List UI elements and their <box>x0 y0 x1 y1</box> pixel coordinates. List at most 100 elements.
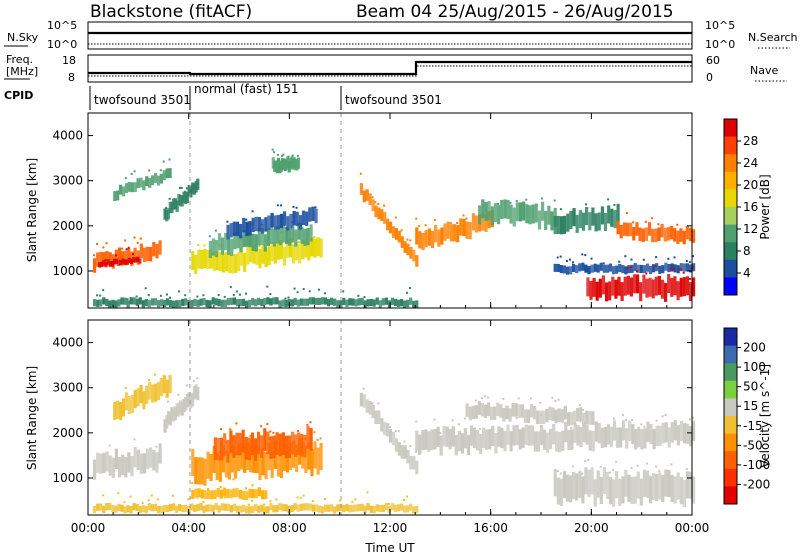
power-cell <box>152 241 156 257</box>
velocity-speckle <box>260 425 263 428</box>
velocity-cell <box>588 411 592 425</box>
velocity-cell <box>652 428 656 450</box>
power-cell <box>208 300 212 308</box>
power-cell <box>682 263 686 272</box>
power-speckle <box>298 241 301 244</box>
velocity-cell <box>196 503 200 512</box>
velocity-cell <box>155 452 159 473</box>
power-cell <box>124 250 128 266</box>
power-speckle <box>159 169 162 172</box>
power-cell <box>345 299 349 307</box>
velocity-cell <box>365 399 369 413</box>
velocity-cell <box>518 429 522 450</box>
power-cell <box>165 210 169 222</box>
power-cell <box>616 203 620 222</box>
velocity-speckle <box>483 395 486 398</box>
power-cell <box>497 205 501 225</box>
velocity-cell <box>147 503 151 511</box>
velocity-cell <box>264 452 268 480</box>
velocity-cell <box>127 452 131 473</box>
noise-left-tick-top: 10^5 <box>47 19 77 32</box>
power-speckle <box>232 293 235 296</box>
velocity-cell <box>287 435 292 459</box>
velocity-cell <box>406 450 410 464</box>
power-cell <box>462 218 466 236</box>
power-speckle <box>258 244 261 247</box>
power-cell <box>594 213 598 232</box>
power-cell <box>93 299 97 307</box>
power-cell <box>110 261 114 267</box>
power-cell <box>541 201 545 221</box>
power-speckle <box>148 169 151 172</box>
power-cell <box>239 235 243 253</box>
velocity-cell <box>294 434 298 457</box>
velocity-speckle <box>625 418 628 421</box>
velocity-cell <box>553 469 557 497</box>
power-cell <box>682 277 686 297</box>
power-cell <box>257 228 261 246</box>
power-cell <box>214 298 218 306</box>
velocity-y-label: Slant Range [km] <box>25 366 39 470</box>
power-speckle <box>624 255 627 258</box>
power-cell <box>617 276 621 296</box>
velocity-speckle <box>223 496 226 499</box>
velocity-cell <box>692 476 696 504</box>
velocity-cell <box>520 404 524 418</box>
power-cell <box>605 264 610 273</box>
power-cell <box>289 238 293 258</box>
time-axis-label: Time UT <box>364 541 415 554</box>
power-speckle <box>235 290 238 293</box>
power-colorbar-cell <box>724 119 737 138</box>
power-cell <box>317 297 322 305</box>
velocity-cell <box>242 491 246 500</box>
velocity-speckle <box>192 380 195 383</box>
velocity-cell <box>490 406 494 421</box>
power-cell <box>600 206 604 225</box>
power-cell <box>667 264 671 273</box>
velocity-cell <box>511 403 515 417</box>
velocity-cell <box>251 505 255 513</box>
power-colorbar-cell <box>724 154 737 173</box>
power-cell <box>258 249 262 269</box>
power-speckle <box>291 154 294 157</box>
velocity-cell <box>599 476 603 504</box>
velocity-cell <box>238 489 242 499</box>
power-cell <box>362 190 366 203</box>
power-cell <box>235 221 240 237</box>
velocity-cell <box>254 503 258 512</box>
power-cell <box>636 264 640 273</box>
power-cell <box>639 264 643 273</box>
power-cell <box>279 228 283 246</box>
velocity-cell <box>278 503 282 511</box>
power-cell <box>227 253 232 273</box>
velocity-y-tick-label: 1000 <box>52 471 83 485</box>
velocity-cell <box>526 409 531 424</box>
power-cell <box>612 266 616 275</box>
velocity-speckle <box>612 469 614 471</box>
velocity-cell <box>185 394 190 408</box>
power-cell <box>218 252 222 271</box>
velocity-cell <box>585 424 589 445</box>
velocity-cell <box>542 429 547 450</box>
power-cell <box>168 168 172 178</box>
power-cell <box>584 264 588 273</box>
power-cell <box>162 170 166 181</box>
power-cell <box>144 299 148 307</box>
velocity-cell <box>581 476 585 504</box>
power-speckle <box>342 290 345 293</box>
power-cell <box>260 299 264 307</box>
velocity-cell <box>591 411 595 425</box>
velocity-cell <box>536 410 540 424</box>
power-cell <box>264 217 268 232</box>
velocity-speckle <box>185 384 188 387</box>
power-cell <box>298 215 302 230</box>
velocity-cell <box>197 457 201 485</box>
power-cell <box>133 247 137 263</box>
power-cell <box>235 299 240 307</box>
power-cell <box>257 297 261 305</box>
velocity-cell <box>261 490 265 500</box>
velocity-cell <box>645 470 650 498</box>
velocity-cell <box>154 383 158 402</box>
velocity-cell <box>533 405 537 420</box>
